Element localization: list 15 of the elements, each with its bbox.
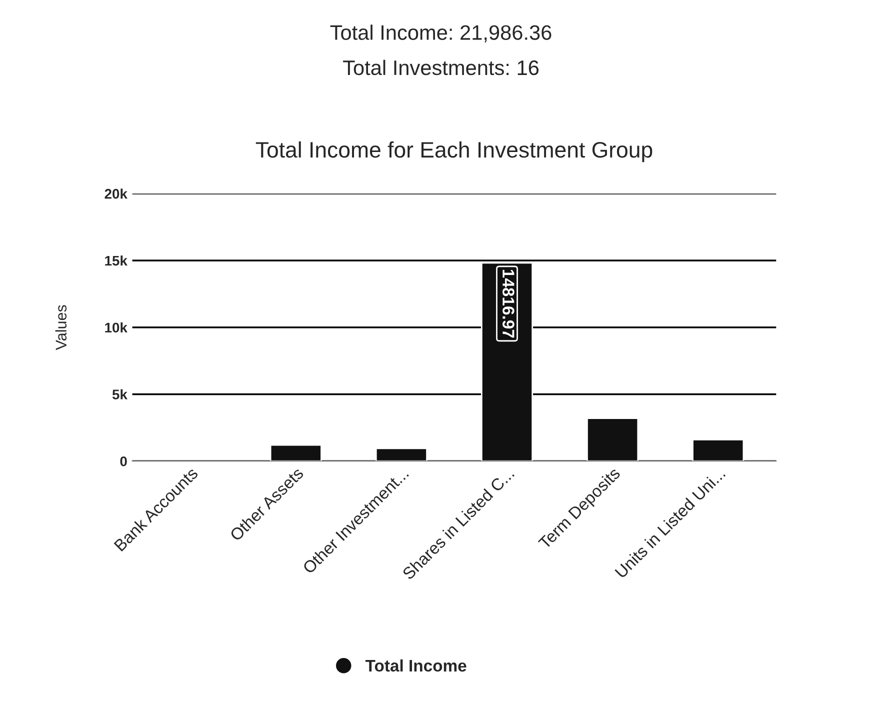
text: Total Income: 21,986.36 (330, 24, 552, 42)
legend-label: Total Income (365, 659, 466, 672)
bar (586, 418, 639, 462)
y-tick-label: 5k (112, 389, 128, 400)
y-tick-label: 0 (120, 456, 127, 466)
y-tick-label: 20k (104, 188, 128, 199)
data-label: 14816.97 (502, 270, 514, 338)
y-tick-label: 15k (105, 255, 128, 266)
y-axis-title: Values (55, 305, 67, 350)
bar (692, 439, 744, 462)
y-tick-label: 10k (105, 322, 128, 333)
chart-title: Total Income for Each Investment Group (256, 141, 652, 162)
bar (270, 444, 322, 462)
bar (375, 448, 428, 462)
text: Total Investments: 16 (343, 60, 539, 76)
